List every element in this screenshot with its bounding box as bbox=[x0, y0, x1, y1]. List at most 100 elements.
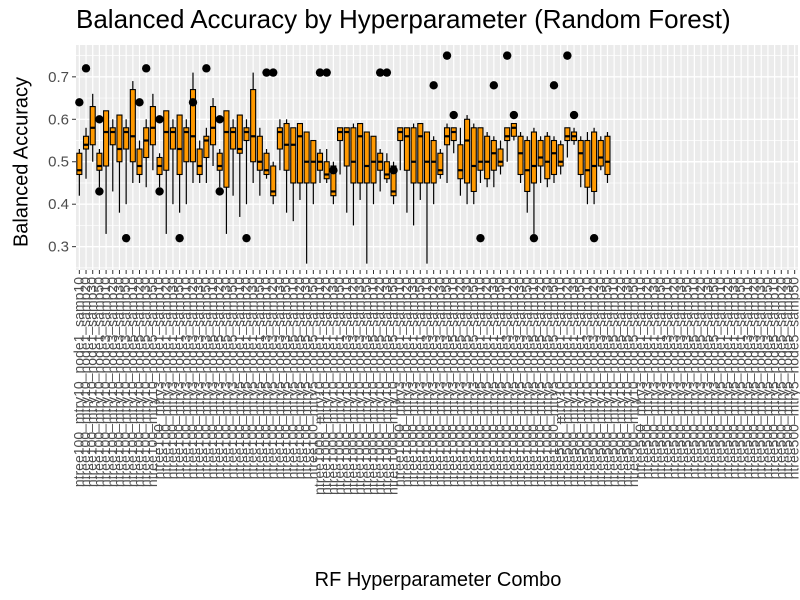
outlier-point bbox=[315, 68, 325, 77]
x-tick-label: ntree100_mtry5_node3_samp20 bbox=[264, 277, 280, 480]
x-tick-label: ntree1000_mtry3_node3_samp10 bbox=[418, 277, 434, 487]
box-iqr bbox=[196, 148, 203, 176]
box-iqr bbox=[510, 122, 517, 137]
box-51 bbox=[410, 123, 417, 226]
box-11 bbox=[141, 64, 151, 188]
box-54 bbox=[429, 81, 438, 205]
outlier-point bbox=[81, 64, 91, 73]
box-iqr bbox=[557, 144, 564, 167]
x-tick-label: ntree100_mtry3_node1_samp20 bbox=[157, 277, 173, 480]
box-13 bbox=[155, 115, 164, 196]
x-tick-label: ntree100_mtry10_node3_samp30 bbox=[110, 277, 126, 487]
x-tick-label: ntree500_mtry5_node3_samp50 bbox=[759, 277, 775, 480]
box-25 bbox=[236, 114, 243, 217]
plot-panel bbox=[76, 45, 798, 270]
box-iqr bbox=[143, 127, 150, 159]
x-tick-label: ntree100_mtry3_node5_samp30 bbox=[217, 277, 233, 480]
outlier-point bbox=[429, 81, 438, 90]
x-tick-label: ntree500_mtry5_node1_samp20 bbox=[719, 277, 735, 480]
box-iqr bbox=[230, 127, 237, 150]
x-tick-label: ntree1000_mtry5_node3_samp50 bbox=[518, 277, 534, 487]
outlier-point bbox=[202, 64, 211, 73]
outlier-point bbox=[215, 187, 224, 196]
box-iqr bbox=[417, 122, 424, 184]
outlier-point bbox=[269, 68, 278, 77]
x-tick-label: ntree500_mtry10_node1_samp20 bbox=[558, 277, 574, 487]
y-tick-label: 0.7 bbox=[48, 69, 69, 86]
box-35 bbox=[303, 131, 310, 264]
box-iqr bbox=[357, 122, 364, 184]
box-iqr bbox=[597, 139, 604, 167]
box-iqr bbox=[323, 161, 330, 180]
x-tick-label: ntree1000_mtry5_node1_samp10 bbox=[471, 277, 487, 487]
y-tick-label: 0.3 bbox=[48, 239, 69, 256]
box-iqr bbox=[189, 89, 197, 163]
box-77 bbox=[584, 132, 591, 205]
x-tick-label: ntree100_mtry10_node3_samp50 bbox=[117, 277, 133, 487]
x-tick-label: ntree1000_mtry3_node1_samp20 bbox=[398, 277, 414, 487]
box-iqr bbox=[591, 131, 598, 193]
outlier-point bbox=[95, 187, 104, 196]
x-tick-label: ntree500_mtry3_node1_samp30 bbox=[645, 277, 661, 480]
outlier-point bbox=[242, 233, 251, 243]
box-79 bbox=[597, 136, 604, 171]
box-iqr bbox=[337, 127, 344, 142]
x-tick-label: ntree500_mtry5_node5_samp10 bbox=[766, 277, 782, 480]
box-27 bbox=[250, 72, 257, 183]
x-tick-label: ntree1000_mtry10_node3_samp50 bbox=[358, 277, 374, 495]
x-tick-label: ntree500_mtry10_node5_samp30 bbox=[619, 277, 635, 487]
box-55 bbox=[437, 149, 444, 179]
box-iqr bbox=[136, 148, 143, 176]
outlier-point bbox=[155, 115, 164, 124]
x-tick-label: ntree1000_mtry10_node1_samp10 bbox=[311, 277, 327, 495]
x-tick-label: ntree1000_mtry3_node3_samp20 bbox=[425, 277, 441, 487]
box-iqr bbox=[216, 152, 223, 171]
box-36 bbox=[310, 139, 317, 205]
box-58 bbox=[457, 127, 464, 196]
box-60 bbox=[470, 123, 477, 205]
x-tick-label: ntree100_mtry3_node3_samp30 bbox=[191, 277, 207, 480]
boxes bbox=[75, 51, 611, 264]
box-65 bbox=[502, 51, 512, 162]
x-tick-label: ntree100_mtry3_node5_samp50 bbox=[224, 277, 240, 480]
box-17 bbox=[183, 119, 190, 205]
box-iqr bbox=[410, 127, 417, 184]
box-24 bbox=[230, 119, 237, 196]
x-tick-label: ntree500_mtry10_node1_samp10 bbox=[552, 277, 568, 487]
box-iqr bbox=[270, 165, 277, 197]
x-tick-label: ntree1000_mtry3_node3_samp50 bbox=[438, 277, 454, 487]
box-49 bbox=[397, 127, 404, 171]
x-tick-label: ntree100_mtry3_node1_samp50 bbox=[171, 277, 187, 480]
x-tick-label: ntree100_mtry3_node1_samp30 bbox=[164, 277, 180, 480]
box-48 bbox=[389, 161, 398, 205]
box-2 bbox=[81, 64, 91, 179]
box-iqr bbox=[163, 110, 170, 171]
x-tick-label: ntree500_mtry3_node5_samp30 bbox=[699, 277, 715, 480]
box-29 bbox=[262, 68, 271, 179]
box-iqr bbox=[283, 122, 290, 171]
box-80 bbox=[604, 132, 611, 183]
outlier-point bbox=[489, 81, 499, 90]
box-iqr bbox=[544, 135, 551, 180]
box-3 bbox=[89, 93, 96, 162]
box-iqr bbox=[82, 135, 90, 150]
box-iqr bbox=[423, 131, 431, 184]
box-71 bbox=[544, 132, 551, 188]
box-34 bbox=[296, 122, 304, 200]
box-iqr bbox=[504, 127, 511, 142]
box-iqr bbox=[183, 127, 190, 163]
box-7 bbox=[116, 114, 123, 213]
outlier-point bbox=[509, 110, 519, 120]
x-tick-label: ntree1000_mtry3_node1_samp50 bbox=[411, 277, 427, 487]
x-tick-label: ntree500_mtry10_node5_samp20 bbox=[612, 277, 628, 487]
box-67 bbox=[517, 132, 524, 183]
box-59 bbox=[464, 115, 471, 205]
box-4 bbox=[95, 115, 104, 196]
x-tick-label: ntree1000_mtry3_node5_samp50 bbox=[465, 277, 481, 487]
outlier-point bbox=[135, 98, 144, 107]
x-tick-label: ntree500_mtry3_node1_samp50 bbox=[652, 277, 668, 480]
box-iqr bbox=[524, 139, 531, 193]
x-tick-label: ntree1000_mtry10_node5_samp20 bbox=[371, 277, 387, 495]
box-iqr bbox=[497, 148, 504, 167]
box-33 bbox=[290, 127, 297, 222]
